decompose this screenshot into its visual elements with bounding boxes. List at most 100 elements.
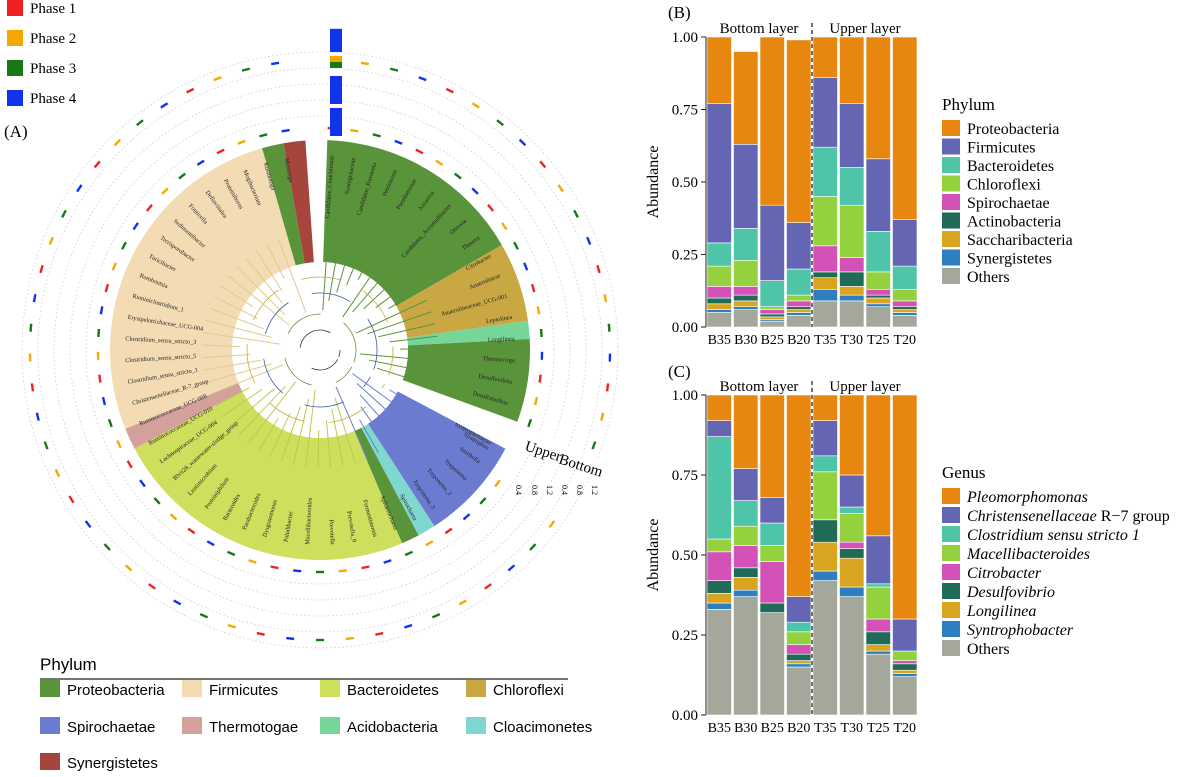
legend-swatch — [942, 175, 960, 192]
legend-title: Genus — [942, 463, 985, 482]
tree-arc — [283, 313, 357, 387]
phylum-sector-proteobacteria — [262, 143, 305, 266]
bar-segment — [865, 535, 891, 585]
phase-3-swatch — [7, 60, 23, 76]
phase-marker — [126, 460, 133, 469]
phase-marker — [32, 293, 37, 303]
bar-segment — [892, 265, 918, 290]
bar-segment — [733, 545, 759, 569]
tree-branch — [292, 398, 310, 466]
tree-branch — [238, 385, 286, 436]
phylum-legend-swatch — [466, 717, 486, 734]
phase-marker — [76, 184, 83, 193]
x-tick-label: B30 — [734, 721, 757, 736]
phase-4-label: Phase 4 — [30, 91, 77, 107]
phase-marker — [173, 599, 182, 606]
phase-marker — [281, 128, 290, 133]
clade-label: Candidatus_Cloacimonas — [324, 155, 335, 219]
bar-segment — [812, 471, 838, 521]
bar-segment — [706, 103, 732, 244]
tree-branch — [377, 367, 433, 387]
bar-segment — [839, 167, 865, 206]
bar-segment — [706, 593, 732, 604]
ring-gap — [320, 350, 620, 470]
phase-marker — [361, 565, 370, 570]
phase-marker — [270, 61, 280, 66]
phase-marker — [160, 102, 169, 109]
phase-marker — [471, 187, 479, 195]
bar-segment — [865, 586, 891, 620]
phase-marker — [96, 351, 100, 360]
phase-marker — [345, 636, 354, 641]
phase-marker — [39, 264, 44, 274]
tree-branch — [352, 260, 398, 313]
phase-marker — [48, 236, 54, 246]
phylum-legend-swatch — [182, 680, 202, 697]
phylum-legend-swatch — [40, 680, 60, 697]
bar-segment — [786, 306, 812, 310]
phase-marker — [178, 172, 186, 180]
legend-swatch — [942, 194, 960, 210]
legend-swatch — [942, 212, 960, 229]
bar-segment — [839, 300, 865, 328]
bar-segment — [892, 309, 918, 313]
phylum-legend-label: Thermotogae — [209, 719, 298, 736]
phase-marker — [435, 159, 444, 166]
bar-segment — [706, 602, 732, 610]
phylum-sector-synergistetes — [283, 140, 314, 264]
bar-segment — [706, 436, 732, 540]
bar-segment — [786, 39, 812, 223]
bar-segment — [706, 420, 732, 437]
bar-segment — [839, 271, 865, 287]
phase-marker — [523, 262, 529, 271]
tree-branch — [356, 299, 428, 334]
phase-marker — [605, 383, 610, 392]
clade-label: Thermovirga — [482, 355, 515, 364]
phase-marker — [103, 543, 111, 551]
y-axis-label: Abundance — [645, 146, 662, 219]
y-tick-label: 1.00 — [672, 388, 698, 404]
phase-marker — [116, 440, 122, 449]
group-label-bottom: Bottom layer — [720, 379, 799, 395]
phase-bar — [330, 28, 342, 52]
phase-1-swatch — [7, 0, 23, 16]
phylum-legend-title: Phylum — [40, 655, 97, 674]
clade-label: Prevotella — [327, 519, 335, 545]
tree-branch — [222, 388, 263, 417]
tree-branch — [359, 419, 379, 453]
bar-segment — [786, 300, 812, 307]
bar-segment — [839, 513, 865, 543]
phylum-legend-swatch — [320, 680, 340, 697]
tree-branch — [388, 288, 422, 310]
bar-segment — [759, 306, 785, 310]
phase-marker — [113, 138, 122, 147]
tree-branch — [331, 408, 344, 466]
bar-segment — [812, 580, 838, 716]
legend-swatch — [942, 640, 960, 656]
phase-marker — [169, 513, 178, 521]
phase-marker — [28, 353, 32, 362]
phylum-sector-cloacimonetes — [361, 423, 435, 536]
phase-marker — [471, 102, 480, 109]
legend-label: Longilinea — [966, 603, 1036, 620]
phase-marker — [97, 328, 101, 338]
phase-marker — [153, 497, 161, 505]
bar-segment — [786, 309, 812, 313]
ring-tick-label: 0.8 — [575, 485, 584, 495]
tree-branch — [269, 413, 291, 457]
tree-branch — [363, 268, 407, 310]
bar-segment — [839, 286, 865, 296]
bar-segment — [865, 36, 891, 160]
clade-label: Leptolinea — [486, 314, 513, 325]
bar-segment — [812, 394, 838, 421]
x-tick-label: T35 — [814, 333, 837, 348]
bar-segment — [892, 676, 918, 716]
phase-marker — [227, 623, 237, 629]
bar-segment — [759, 561, 785, 604]
x-tick-label: T30 — [840, 721, 863, 736]
phase-marker — [527, 418, 533, 428]
panel-a-label: (A) — [4, 122, 28, 141]
phase-marker — [237, 139, 246, 145]
bar-segment — [865, 271, 891, 290]
bar-segment — [733, 468, 759, 501]
